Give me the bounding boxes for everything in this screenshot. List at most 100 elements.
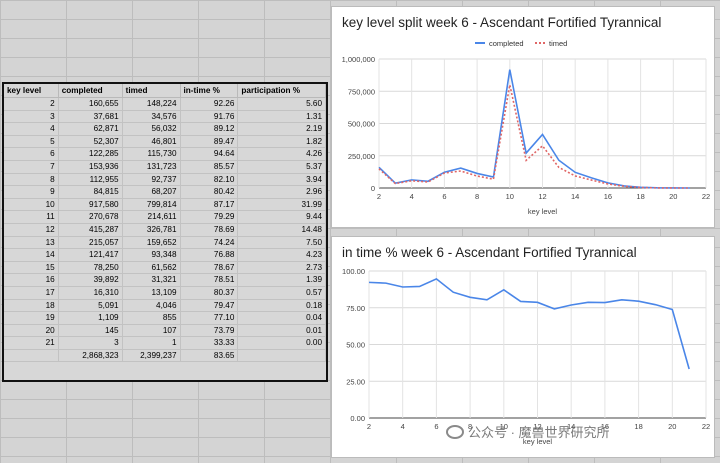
table-cell[interactable]: 1: [122, 336, 181, 350]
table-cell[interactable]: 0.04: [237, 311, 326, 325]
column-header[interactable]: in-time %: [180, 84, 239, 98]
table-cell[interactable]: 85.57: [180, 160, 239, 174]
table-cell[interactable]: 3: [4, 110, 59, 124]
table-cell[interactable]: 326,781: [122, 223, 181, 237]
table-cell[interactable]: 79.47: [180, 299, 239, 313]
table-cell[interactable]: 121,417: [58, 248, 123, 262]
table-cell[interactable]: 34,576: [122, 110, 181, 124]
table-cell[interactable]: 10: [4, 198, 59, 212]
table-cell[interactable]: 61,562: [122, 261, 181, 275]
table-cell[interactable]: 0.57: [237, 286, 326, 300]
table-cell[interactable]: 0.00: [237, 336, 326, 350]
table-cell[interactable]: 1.39: [237, 273, 326, 287]
table-cell[interactable]: 78.67: [180, 261, 239, 275]
table-cell[interactable]: 46,801: [122, 135, 181, 149]
table-cell[interactable]: 122,285: [58, 147, 123, 161]
table-cell[interactable]: 62,871: [58, 122, 123, 136]
table-cell[interactable]: 73.79: [180, 324, 239, 338]
column-header[interactable]: participation %: [237, 84, 326, 98]
table-cell[interactable]: 799,814: [122, 198, 181, 212]
table-cell[interactable]: 52,307: [58, 135, 123, 149]
table-cell[interactable]: 31,321: [122, 273, 181, 287]
table-cell[interactable]: 14.48: [237, 223, 326, 237]
table-cell[interactable]: 20: [4, 324, 59, 338]
table-cell[interactable]: 93,348: [122, 248, 181, 262]
table-cell[interactable]: 2.73: [237, 261, 326, 275]
table-cell[interactable]: 159,652: [122, 236, 181, 250]
table-cell[interactable]: 215,057: [58, 236, 123, 250]
table-cell[interactable]: 8: [4, 173, 59, 187]
table-cell[interactable]: 115,730: [122, 147, 181, 161]
table-cell[interactable]: 7: [4, 160, 59, 174]
table-cell[interactable]: 74.24: [180, 236, 239, 250]
table-cell[interactable]: 9: [4, 185, 59, 199]
table-cell[interactable]: 37,681: [58, 110, 123, 124]
table-cell[interactable]: 78.69: [180, 223, 239, 237]
in-time-percent-chart-panel[interactable]: in time % week 6 - Ascendant Fortified T…: [331, 236, 715, 458]
table-cell[interactable]: 855: [122, 311, 181, 325]
table-cell[interactable]: 31.99: [237, 198, 326, 212]
table-cell[interactable]: 2: [4, 97, 59, 111]
table-cell[interactable]: 76.88: [180, 248, 239, 262]
table-cell[interactable]: 92,737: [122, 173, 181, 187]
table-cell[interactable]: 79.29: [180, 210, 239, 224]
table-cell[interactable]: 5.37: [237, 160, 326, 174]
table-cell[interactable]: 89.12: [180, 122, 239, 136]
table-cell[interactable]: 4: [4, 122, 59, 136]
table-cell[interactable]: 18: [4, 299, 59, 313]
table-cell[interactable]: 270,678: [58, 210, 123, 224]
table-cell[interactable]: 0.18: [237, 299, 326, 313]
table-cell[interactable]: 14: [4, 248, 59, 262]
table-cell[interactable]: 415,287: [58, 223, 123, 237]
table-cell[interactable]: 16: [4, 273, 59, 287]
table-cell[interactable]: 1.31: [237, 110, 326, 124]
column-header[interactable]: completed: [58, 84, 123, 98]
column-header[interactable]: timed: [122, 84, 181, 98]
table-cell[interactable]: 87.17: [180, 198, 239, 212]
table-cell[interactable]: 92.26: [180, 97, 239, 111]
table-cell[interactable]: 2.96: [237, 185, 326, 199]
table-cell[interactable]: 78,250: [58, 261, 123, 275]
table-cell[interactable]: 4,046: [122, 299, 181, 313]
table-cell[interactable]: 80.42: [180, 185, 239, 199]
table-cell[interactable]: 112,955: [58, 173, 123, 187]
table-cell[interactable]: 6: [4, 147, 59, 161]
table-cell[interactable]: 11: [4, 210, 59, 224]
table-cell[interactable]: 107: [122, 324, 181, 338]
completed-timed-chart-panel[interactable]: key level split week 6 - Ascendant Forti…: [331, 6, 715, 228]
table-cell[interactable]: 13,109: [122, 286, 181, 300]
table-cell[interactable]: 33.33: [180, 336, 239, 350]
table-cell[interactable]: [237, 349, 326, 363]
table-cell[interactable]: 4.23: [237, 248, 326, 262]
table-cell[interactable]: 13: [4, 236, 59, 250]
table-cell[interactable]: 94.64: [180, 147, 239, 161]
table-cell[interactable]: 16,310: [58, 286, 123, 300]
table-cell[interactable]: 91.76: [180, 110, 239, 124]
column-header[interactable]: key level: [4, 84, 59, 98]
table-cell[interactable]: 2,399,237: [122, 349, 181, 363]
data-table-selection[interactable]: key level completed timed in-time % particip…: [2, 82, 328, 382]
table-cell[interactable]: 7.50: [237, 236, 326, 250]
table-cell[interactable]: 5,091: [58, 299, 123, 313]
table-cell[interactable]: 3.94: [237, 173, 326, 187]
table-cell[interactable]: 145: [58, 324, 123, 338]
table-cell[interactable]: 160,655: [58, 97, 123, 111]
table-cell[interactable]: 3: [58, 336, 123, 350]
table-cell[interactable]: 2.19: [237, 122, 326, 136]
table-cell[interactable]: 39,892: [58, 273, 123, 287]
table-cell[interactable]: 82.10: [180, 173, 239, 187]
table-cell[interactable]: 68,207: [122, 185, 181, 199]
table-cell[interactable]: 89.47: [180, 135, 239, 149]
table-cell[interactable]: [4, 349, 59, 363]
table-cell[interactable]: 214,611: [122, 210, 181, 224]
table-cell[interactable]: 15: [4, 261, 59, 275]
table-cell[interactable]: 4.26: [237, 147, 326, 161]
table-cell[interactable]: 153,936: [58, 160, 123, 174]
table-cell[interactable]: 148,224: [122, 97, 181, 111]
table-cell[interactable]: 2,868,323: [58, 349, 123, 363]
table-cell[interactable]: 1.82: [237, 135, 326, 149]
table-cell[interactable]: 17: [4, 286, 59, 300]
table-cell[interactable]: 12: [4, 223, 59, 237]
table-cell[interactable]: 9.44: [237, 210, 326, 224]
table-cell[interactable]: 56,032: [122, 122, 181, 136]
